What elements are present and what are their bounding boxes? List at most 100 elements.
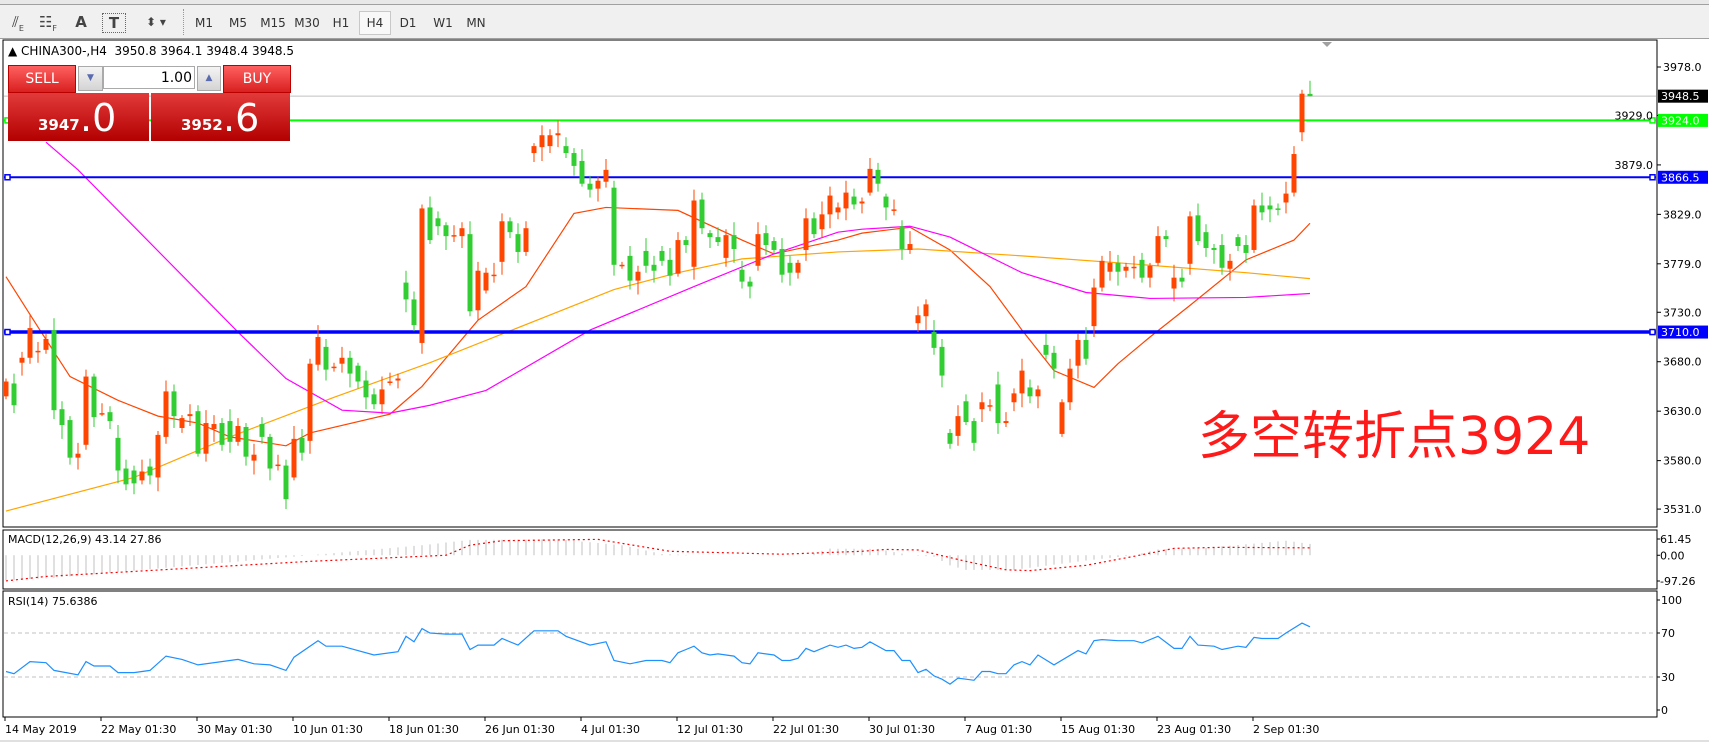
timeframe-m5[interactable]: M5 [229, 16, 247, 30]
level-handle[interactable] [1649, 174, 1656, 181]
candle-body [371, 394, 377, 405]
chart-shift-marker[interactable] [1322, 42, 1332, 47]
timeframe-m1[interactable]: M1 [195, 16, 213, 30]
candle-body [843, 192, 849, 209]
candle-body [523, 228, 529, 252]
timeframe-d1[interactable]: D1 [399, 16, 417, 30]
sell-button[interactable]: SELL [8, 65, 76, 93]
candle-body [35, 350, 41, 353]
candle-body [499, 221, 505, 262]
candle-body [139, 471, 145, 481]
time-axis-label: 15 Aug 01:30 [1061, 723, 1135, 736]
candle-body [531, 146, 537, 154]
level-handle[interactable] [4, 174, 11, 181]
candle-body [1227, 260, 1233, 269]
timeframe-h4[interactable]: H4 [359, 11, 391, 35]
text-icon[interactable]: A [75, 13, 87, 31]
candle [411, 291, 417, 332]
timeframe-w1[interactable]: W1 [433, 16, 453, 30]
candle [467, 221, 473, 317]
arrows-dropdown-icon[interactable]: ⬍ ▾ [146, 15, 166, 29]
candle-body [883, 196, 889, 208]
level-price-box [1658, 113, 1708, 127]
volume-decrease-button[interactable]: ▼ [78, 66, 103, 91]
candle-body [1267, 205, 1273, 210]
candle [1051, 345, 1057, 379]
candle-body [811, 218, 817, 235]
candle-body [1275, 208, 1281, 210]
timeframe-m15[interactable]: M15 [260, 16, 286, 30]
text-label-icon[interactable]: T [102, 13, 126, 33]
candle [947, 428, 953, 449]
sell-price-box[interactable]: 3947 .0 [8, 93, 149, 141]
rsi-label: RSI(14) 75.6386 [8, 595, 97, 608]
candle [1147, 262, 1153, 288]
candle [899, 220, 905, 260]
buy-price-box[interactable]: 3952 .6 [151, 93, 290, 141]
candle [59, 401, 65, 439]
price-axis-label: 3779.0 [1663, 258, 1702, 271]
candle-body [59, 409, 65, 426]
candle [1035, 385, 1041, 409]
candle-body [1115, 262, 1121, 272]
level-price-label: 3710.0 [1661, 326, 1700, 339]
level-price-label: 3866.5 [1661, 171, 1700, 184]
candle-body [1251, 205, 1257, 250]
candle-body [571, 153, 577, 166]
candle-body [827, 195, 833, 215]
level-handle[interactable] [1649, 117, 1656, 124]
collapse-triangle-icon[interactable]: ▲ [8, 44, 22, 58]
candle [523, 221, 529, 256]
line-studies-icon[interactable]: ⫽E [12, 13, 24, 33]
candles [4, 80, 1313, 510]
candle [507, 217, 513, 239]
volume-input[interactable]: 1.00 [103, 66, 195, 89]
level-handle[interactable] [4, 328, 11, 336]
candle [1043, 334, 1049, 360]
candle [787, 255, 793, 286]
candle-body [915, 315, 921, 324]
level-price-box [1658, 170, 1708, 184]
candle [163, 380, 169, 444]
candle [211, 415, 217, 442]
candle [171, 384, 177, 428]
candle-body [683, 240, 689, 246]
candle-body [211, 424, 217, 429]
candle-body [1291, 154, 1297, 193]
candle-body [963, 401, 969, 423]
candle-body [1003, 421, 1009, 424]
candle-body [763, 233, 769, 246]
candle-body [651, 264, 657, 271]
time-axis-label: 14 May 2019 [5, 723, 77, 736]
timeframe-mn[interactable]: MN [466, 16, 486, 30]
macd-signal-line [5, 538, 1311, 582]
timeframe-m30[interactable]: M30 [294, 16, 320, 30]
candle [531, 143, 537, 162]
candle [795, 259, 801, 279]
candle [875, 162, 881, 192]
candle-body [707, 233, 713, 238]
candle [395, 373, 401, 389]
volume-increase-button[interactable]: ▲ [197, 66, 221, 91]
candle-body [595, 180, 601, 189]
rsi-panel-frame [2, 590, 1658, 718]
buy-button[interactable]: BUY [223, 65, 291, 93]
candle [859, 197, 865, 214]
candle-body [603, 169, 609, 182]
candle-body [507, 221, 513, 233]
time-axis-label: 12 Jul 01:30 [677, 723, 743, 736]
candle [811, 212, 817, 239]
price-axis: 3978.0 3929.0 3879.0 3829.0 3779.0 3730.0 3680… [1615, 61, 1702, 516]
candle [1267, 196, 1273, 223]
timeframe-h1[interactable]: H1 [332, 16, 350, 30]
candle [1307, 80, 1313, 97]
chart-annotation-text[interactable]: 多空转折点3924 [1198, 407, 1591, 467]
candle-body [179, 418, 185, 428]
candle-body [1235, 237, 1241, 247]
candle-body [1203, 232, 1209, 248]
candle-body [675, 240, 681, 274]
grid-fibo-icon[interactable]: ☷F [38, 13, 58, 33]
macd-indicator: 61.45 0.00 -97.26 [5, 533, 1695, 588]
level-handle[interactable] [1649, 328, 1656, 336]
candle [1139, 252, 1145, 283]
